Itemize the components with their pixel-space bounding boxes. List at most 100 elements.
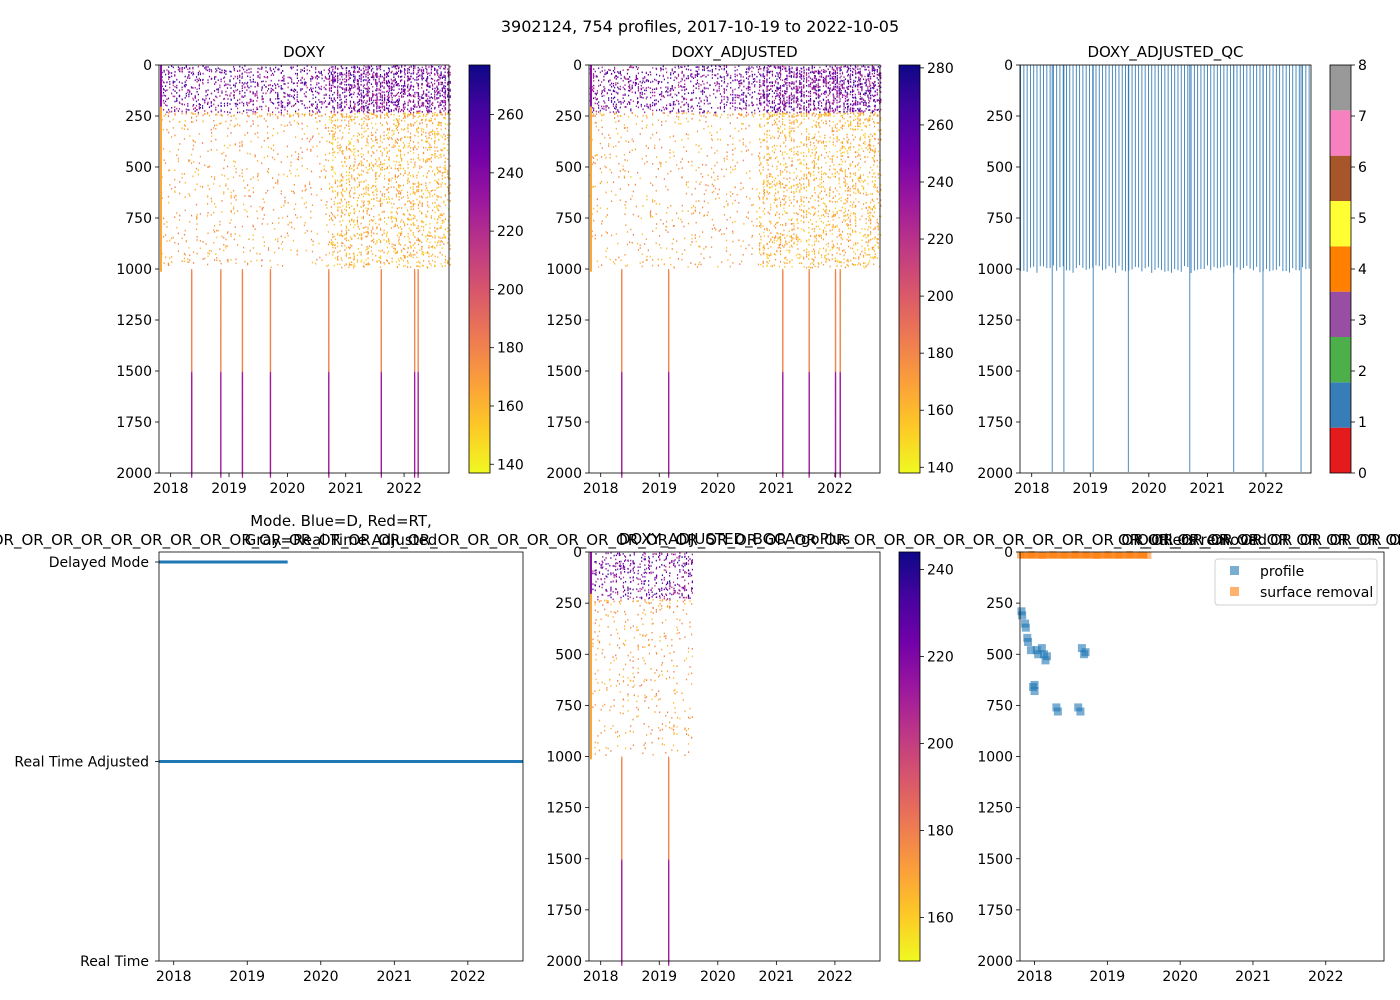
heatmap-cell	[339, 180, 341, 183]
heatmap-cell	[168, 108, 170, 111]
heatmap-cell	[426, 175, 428, 178]
heatmap-cell	[239, 92, 241, 95]
heatmap-cell	[401, 119, 403, 122]
heatmap-cell	[449, 177, 451, 180]
heatmap-cell	[373, 111, 375, 114]
heatmap-cell	[376, 68, 378, 71]
heatmap-cell	[387, 92, 390, 94]
heatmap-cell	[438, 195, 440, 198]
heatmap-cell	[171, 92, 173, 95]
heatmap-cell	[294, 102, 297, 105]
heatmap-cell	[421, 84, 423, 86]
heatmap-cell	[361, 103, 363, 105]
heatmap-cell	[250, 260, 252, 263]
heatmap-cell	[379, 229, 382, 231]
heatmap-cell	[190, 214, 193, 217]
heatmap-cell	[425, 94, 427, 97]
heatmap-cell	[449, 229, 451, 232]
heatmap-cell	[223, 76, 226, 79]
heatmap-cell	[436, 71, 438, 74]
heatmap-cell	[449, 65, 451, 68]
heatmap-cell	[344, 95, 346, 97]
heatmap-cell	[410, 218, 412, 221]
heatmap-cell	[348, 91, 351, 94]
heatmap-cell	[263, 84, 265, 86]
heatmap-cell	[370, 138, 373, 140]
heatmap-cell	[257, 83, 259, 86]
heatmap-cell	[353, 84, 355, 86]
heatmap-cell	[444, 135, 447, 137]
heatmap-cell	[373, 164, 375, 167]
heatmap-cell	[394, 223, 396, 226]
heatmap-cell	[363, 266, 365, 268]
heatmap-cell	[383, 91, 385, 94]
heatmap-cell	[366, 92, 368, 95]
heatmap-cell	[332, 130, 334, 132]
heatmap-cell	[399, 72, 402, 74]
heatmap-cell	[213, 231, 216, 233]
heatmap-cell	[316, 194, 318, 196]
heatmap-cell	[438, 106, 440, 108]
heatmap-cell	[176, 100, 178, 102]
heatmap-cell	[360, 92, 362, 94]
heatmap-cell	[334, 75, 337, 78]
heatmap-cell	[437, 208, 439, 210]
heatmap-cell	[271, 88, 274, 91]
heatmap-cell	[332, 106, 334, 109]
heatmap-cell	[241, 169, 243, 171]
heatmap-cell	[437, 114, 439, 117]
heatmap-cell	[330, 239, 332, 241]
heatmap-cell	[386, 76, 388, 78]
heatmap-cell	[210, 69, 212, 71]
heatmap-cell	[275, 66, 277, 69]
heatmap-cell	[440, 214, 442, 216]
heatmap-cell	[348, 191, 351, 193]
heatmap-cell	[360, 69, 362, 71]
heatmap-cell	[239, 90, 241, 93]
heatmap-cell	[328, 187, 331, 190]
heatmap-cell	[318, 242, 320, 245]
heatmap-cell	[388, 104, 390, 107]
heatmap-cell	[447, 198, 449, 201]
heatmap-cell	[308, 112, 311, 115]
heatmap-cell	[394, 224, 396, 227]
heatmap-cell	[315, 107, 317, 110]
heatmap-cell	[408, 213, 410, 216]
heatmap-cell	[379, 122, 382, 125]
heatmap-cell	[397, 82, 400, 85]
heatmap-cell	[367, 109, 369, 111]
heatmap-cell	[436, 194, 438, 197]
heatmap-cell	[192, 87, 194, 89]
heatmap-cell	[368, 118, 371, 120]
heatmap-cell	[444, 97, 447, 100]
heatmap-cell	[328, 67, 331, 70]
heatmap-cell	[315, 71, 317, 74]
heatmap-cell	[414, 193, 416, 196]
heatmap-cell	[166, 69, 168, 71]
heatmap-cell	[205, 89, 207, 92]
heatmap-cell	[412, 69, 415, 72]
heatmap-cell	[416, 130, 418, 133]
heatmap-cell	[412, 152, 415, 154]
heatmap-cell	[223, 191, 225, 193]
heatmap-cell	[395, 261, 397, 263]
heatmap-cell	[375, 74, 377, 77]
heatmap-cell	[284, 96, 286, 98]
heatmap-cell	[181, 127, 183, 130]
heatmap-cell	[305, 188, 307, 191]
heatmap-cell	[353, 258, 355, 261]
heatmap-cell	[367, 66, 369, 69]
heatmap-cell	[396, 101, 398, 103]
heatmap-cell	[426, 105, 429, 108]
heatmap-cell	[381, 91, 383, 93]
heatmap-cell	[345, 171, 348, 173]
heatmap-cell	[431, 104, 434, 107]
heatmap-cell	[234, 161, 236, 163]
heatmap-cell	[235, 167, 237, 170]
heatmap-cell	[232, 206, 235, 208]
heatmap-cell	[416, 76, 418, 79]
heatmap-cell	[363, 180, 365, 183]
heatmap-cell	[449, 71, 451, 74]
heatmap-cell	[434, 174, 436, 176]
heatmap-cell	[372, 117, 374, 119]
